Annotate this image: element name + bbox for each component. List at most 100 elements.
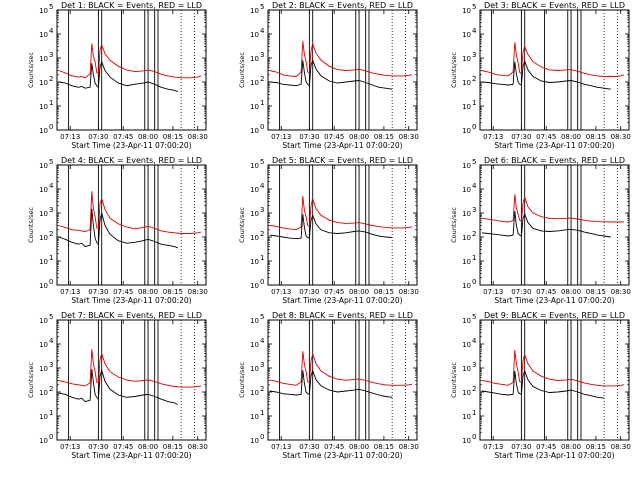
panel-title: Det 9: BLACK = Events, RED = LLD [484, 311, 625, 320]
lld-series-line [269, 351, 413, 386]
x-tick-label: 08:30 [399, 443, 419, 451]
events-series-line [481, 369, 605, 399]
x-tick-label: 08:30 [611, 443, 631, 451]
y-tick-label: 10 [250, 103, 259, 111]
y-tick-exponent: 3 [260, 206, 264, 214]
x-tick-label: 07:30 [511, 443, 531, 451]
y-tick-exponent: 3 [472, 206, 476, 214]
y-tick-label: 10 [39, 365, 48, 373]
y-tick-label: 10 [462, 210, 471, 218]
y-tick-label: 10 [462, 389, 471, 397]
x-tick-label: 07:13 [60, 133, 80, 141]
y-tick-exponent: 2 [472, 75, 476, 83]
events-series-line [58, 368, 179, 405]
y-tick-exponent: 5 [260, 3, 264, 11]
y-tick-label: 10 [462, 31, 471, 39]
lld-series-line [481, 42, 625, 77]
y-tick-exponent: 2 [472, 230, 476, 238]
x-tick-label: 08:00 [138, 288, 158, 296]
events-series-line [269, 369, 393, 398]
y-tick-label: 10 [250, 389, 259, 397]
y-tick-label: 10 [39, 317, 48, 325]
x-tick-label: 08:30 [611, 133, 631, 141]
y-tick-label: 10 [250, 186, 259, 194]
y-tick-label: 10 [250, 55, 259, 63]
x-tick-label: 07:45 [536, 133, 556, 141]
events-series-line [481, 211, 611, 238]
y-tick-exponent: 1 [472, 254, 476, 262]
x-tick-label: 08:15 [374, 443, 394, 451]
y-tick-label: 10 [462, 317, 471, 325]
x-tick-label: 08:15 [586, 288, 606, 296]
lld-series-line [58, 349, 202, 388]
y-tick-label: 10 [39, 103, 48, 111]
lld-series-line [269, 41, 413, 77]
x-tick-label: 08:15 [586, 133, 606, 141]
y-tick-exponent: 4 [472, 182, 477, 190]
y-tick-exponent: 4 [49, 182, 54, 190]
x-tick-label: 07:30 [299, 288, 319, 296]
events-series-line [58, 60, 179, 93]
y-tick-exponent: 1 [472, 99, 476, 107]
x-tick-label: 08:00 [349, 133, 369, 141]
y-axis-label: Counts/sec [450, 362, 458, 398]
lld-series-line [58, 191, 202, 234]
y-tick-label: 10 [250, 31, 259, 39]
y-tick-label: 10 [462, 258, 471, 266]
x-tick-label: 07:45 [113, 288, 133, 296]
y-tick-exponent: 0 [260, 278, 264, 286]
y-tick-label: 10 [39, 162, 48, 170]
plot-frame [479, 164, 630, 286]
x-tick-label: 07:30 [511, 288, 531, 296]
x-tick-label: 07:13 [483, 443, 503, 451]
x-tick-label: 07:30 [511, 133, 531, 141]
y-tick-label: 10 [250, 258, 259, 266]
x-tick-label: 07:13 [60, 288, 80, 296]
x-tick-label: 07:13 [483, 133, 503, 141]
x-axis-label: Start Time (23-Apr-11 07:00:20) [71, 296, 191, 305]
x-tick-label: 07:45 [536, 443, 556, 451]
y-tick-exponent: 0 [260, 123, 264, 131]
y-tick-exponent: 4 [260, 27, 265, 35]
y-tick-label: 10 [39, 31, 48, 39]
x-axis-label: Start Time (23-Apr-11 07:00:20) [71, 451, 191, 460]
x-tick-label: 08:30 [188, 133, 208, 141]
plot-frame [56, 9, 207, 131]
y-tick-label: 10 [39, 389, 48, 397]
y-tick-label: 10 [462, 127, 471, 135]
y-tick-exponent: 4 [472, 27, 477, 35]
x-tick-label: 08:15 [374, 288, 394, 296]
y-tick-exponent: 2 [49, 75, 53, 83]
y-tick-label: 10 [250, 437, 259, 445]
y-tick-label: 10 [250, 79, 259, 87]
y-axis-label: Counts/sec [238, 207, 246, 243]
y-tick-label: 10 [462, 413, 471, 421]
x-tick-label: 08:30 [611, 288, 631, 296]
x-axis-label: Start Time (23-Apr-11 07:00:20) [282, 451, 402, 460]
panel-title: Det 2: BLACK = Events, RED = LLD [272, 1, 413, 10]
y-tick-label: 10 [39, 282, 48, 290]
y-tick-label: 10 [39, 437, 48, 445]
y-tick-label: 10 [250, 127, 259, 135]
y-tick-exponent: 2 [49, 385, 53, 393]
x-tick-label: 08:00 [561, 288, 581, 296]
y-tick-exponent: 3 [472, 51, 476, 59]
x-tick-label: 07:13 [271, 133, 291, 141]
y-tick-label: 10 [462, 55, 471, 63]
y-tick-exponent: 4 [260, 182, 265, 190]
y-tick-label: 10 [462, 341, 471, 349]
y-tick-exponent: 4 [49, 337, 54, 345]
y-tick-exponent: 1 [49, 99, 53, 107]
y-tick-exponent: 5 [49, 158, 53, 166]
x-tick-label: 07:45 [113, 133, 133, 141]
y-tick-label: 10 [250, 317, 259, 325]
y-tick-exponent: 1 [49, 254, 53, 262]
y-tick-exponent: 0 [49, 433, 53, 441]
x-tick-label: 08:00 [138, 443, 158, 451]
x-tick-label: 07:45 [113, 443, 133, 451]
y-tick-exponent: 5 [260, 158, 264, 166]
y-tick-label: 10 [462, 282, 471, 290]
